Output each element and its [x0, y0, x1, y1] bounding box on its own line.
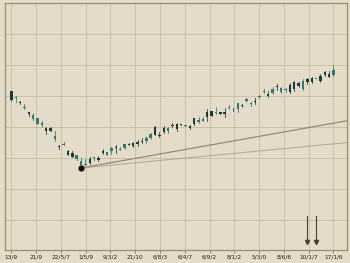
Bar — [45, 128, 47, 132]
Bar — [289, 84, 291, 92]
Bar — [219, 112, 222, 114]
Bar — [285, 89, 287, 90]
Bar — [319, 76, 322, 82]
Bar — [176, 124, 178, 129]
Bar — [97, 158, 100, 160]
Bar — [271, 89, 274, 93]
Bar — [250, 103, 252, 104]
Bar — [71, 153, 74, 157]
Bar — [102, 151, 104, 153]
Bar — [267, 94, 270, 97]
Bar — [258, 95, 261, 97]
Bar — [19, 102, 21, 103]
Bar — [167, 128, 169, 131]
Bar — [119, 149, 121, 150]
Bar — [28, 112, 30, 114]
Bar — [202, 119, 204, 120]
Bar — [223, 112, 226, 114]
Bar — [115, 147, 117, 148]
Bar — [180, 124, 182, 125]
Bar — [276, 87, 278, 88]
Bar — [332, 70, 335, 75]
Bar — [215, 112, 217, 113]
Bar — [136, 142, 139, 144]
Bar — [67, 151, 69, 155]
Bar — [84, 164, 86, 165]
Bar — [76, 155, 78, 159]
Bar — [228, 107, 230, 108]
Bar — [193, 118, 195, 124]
Bar — [110, 148, 113, 151]
Bar — [93, 157, 95, 158]
Bar — [323, 72, 326, 75]
Bar — [262, 91, 265, 92]
Bar — [149, 134, 152, 138]
Bar — [145, 138, 147, 141]
Bar — [241, 105, 243, 106]
Bar — [23, 107, 26, 108]
Bar — [123, 144, 126, 148]
Bar — [298, 83, 300, 86]
Bar — [36, 118, 39, 124]
Bar — [293, 82, 295, 89]
Bar — [254, 101, 256, 102]
Bar — [237, 103, 239, 109]
Bar — [184, 125, 187, 126]
Bar — [32, 114, 34, 119]
Bar — [171, 125, 174, 126]
Bar — [49, 128, 52, 130]
Bar — [141, 141, 143, 142]
Bar — [306, 79, 309, 82]
Bar — [10, 91, 13, 99]
Bar — [310, 78, 313, 82]
Bar — [80, 161, 82, 165]
Bar — [54, 136, 56, 139]
Bar — [197, 120, 200, 122]
Bar — [41, 123, 43, 125]
Bar — [210, 111, 213, 116]
Bar — [154, 127, 156, 135]
Bar — [15, 97, 17, 98]
Bar — [245, 99, 247, 101]
Bar — [206, 112, 209, 117]
Bar — [62, 144, 65, 145]
Bar — [302, 81, 304, 89]
Bar — [158, 134, 161, 136]
Bar — [132, 143, 134, 146]
Bar — [89, 159, 91, 163]
Bar — [315, 78, 317, 79]
Bar — [106, 152, 108, 155]
Bar — [280, 88, 282, 92]
Bar — [162, 128, 165, 132]
Bar — [189, 126, 191, 128]
Bar — [328, 74, 330, 77]
Bar — [58, 146, 61, 147]
